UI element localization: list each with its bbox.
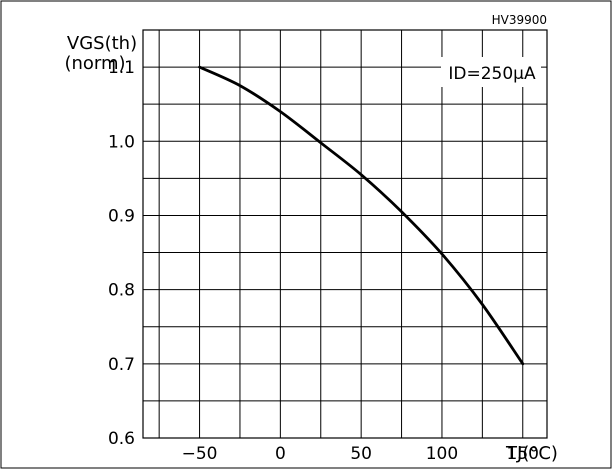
x-tick-label: −50 — [182, 444, 218, 464]
x-tick-label: 0 — [275, 444, 286, 464]
y-tick-label: 0.6 — [108, 429, 135, 449]
grid-lines — [143, 30, 547, 438]
plot-area-border — [142, 29, 548, 439]
x-tick-label: 100 — [426, 444, 458, 464]
y-tick-label: 0.9 — [108, 206, 135, 226]
y-axis-label-sub: (norm) — [64, 53, 125, 74]
x-axis-label: TJ(°C) — [505, 443, 558, 464]
y-axis-label-main: VGS(th) — [67, 33, 137, 54]
tick-labels: −50 0 50 100 150 0.6 0.7 0.8 0.9 1.0 1.1 — [108, 58, 539, 464]
series-line — [198, 65, 525, 366]
x-tick-label: 150 — [507, 444, 539, 464]
y-tick-label: 0.7 — [108, 355, 135, 375]
series-layer — [198, 65, 525, 366]
annotation-box — [441, 57, 541, 87]
y-tick-label: 0.8 — [108, 281, 135, 301]
y-tick-label: 1.0 — [108, 132, 135, 152]
condition-annotation: ID=250μA — [448, 64, 536, 84]
figure-code: HV39900 — [492, 13, 547, 27]
y-tick-label: 1.1 — [108, 58, 135, 78]
x-tick-label: 50 — [350, 444, 372, 464]
